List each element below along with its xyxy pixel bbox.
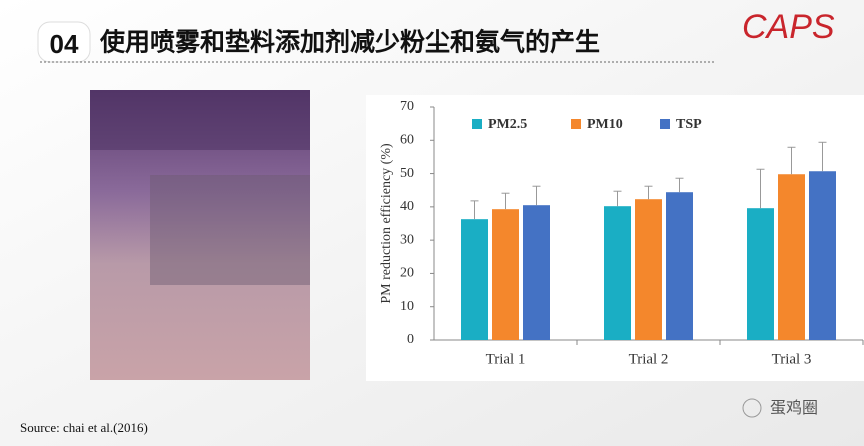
legend-label: PM10 <box>587 117 623 132</box>
y-axis-label: PM reduction efficiency (%) <box>379 143 394 304</box>
plot: 0 10 20 30 40 50 60 70 PM reduction efficiency (… <box>379 99 864 367</box>
y-tick-label: 10 <box>400 299 414 314</box>
slide-number: 04 <box>50 29 79 59</box>
source: Source: chai et al.(2016) <box>20 420 148 435</box>
bar <box>666 192 693 340</box>
y-tick-label: 20 <box>400 266 414 281</box>
bar <box>747 208 774 340</box>
x-tick-label: Trial 2 <box>629 351 669 367</box>
legend-swatch <box>660 119 670 129</box>
legend-swatch <box>472 119 482 129</box>
bar <box>461 219 488 340</box>
watermark: 蛋鸡圈 <box>770 399 818 417</box>
bar <box>809 171 836 340</box>
slide-title: 使用喷雾和垫料添加剂减少粉尘和氨气的产生 <box>99 28 600 57</box>
photo-ceiling <box>90 90 310 150</box>
photo-cages <box>150 175 310 285</box>
bar <box>523 205 550 340</box>
y-tick-label: 50 <box>400 166 414 181</box>
y-tick-label: 60 <box>400 133 414 148</box>
legend-label: TSP <box>676 117 702 132</box>
bar <box>604 206 631 340</box>
logo: CAPS <box>742 8 835 46</box>
y-tick-label: 30 <box>400 232 414 247</box>
legend-swatch <box>571 119 581 129</box>
bar <box>492 209 519 340</box>
x-tick-label: Trial 1 <box>486 351 526 367</box>
bar <box>635 199 662 340</box>
wechat-icon <box>742 398 762 418</box>
y-tick-label: 70 <box>400 99 414 114</box>
legend-label: PM2.5 <box>488 117 527 132</box>
y-tick-label: 40 <box>400 199 414 214</box>
x-tick-label: Trial 3 <box>772 351 812 367</box>
bar <box>778 174 805 340</box>
y-tick-label: 0 <box>407 332 414 347</box>
